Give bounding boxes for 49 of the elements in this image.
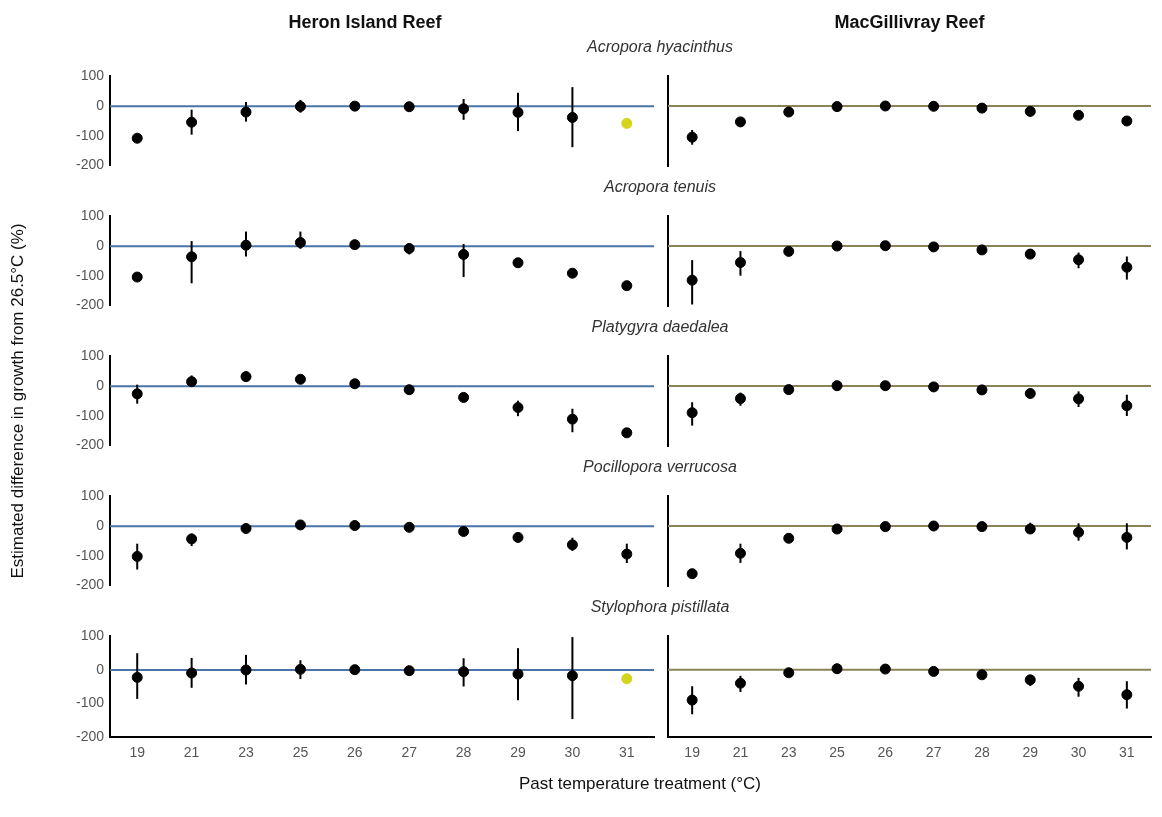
x-tick-label: 19	[684, 744, 701, 761]
y-tick-label: 0	[96, 660, 105, 677]
x-tick-label: 28	[455, 744, 472, 761]
x-axis-title: Past temperature treatment (°C)	[517, 774, 763, 794]
x-tick-label: 30	[1070, 744, 1087, 761]
y-tick-label: -100	[75, 126, 105, 143]
chart-subtitle: Acropora hyacinthus	[585, 38, 734, 56]
x-tick-label: 23	[780, 744, 797, 761]
x-tick-label: 27	[925, 744, 942, 761]
x-tick-label: 27	[401, 744, 418, 761]
chart-subtitle: Pocillopora verrucosa	[582, 458, 738, 476]
x-tick-label: 29	[510, 744, 526, 761]
y-tick-label: -100	[75, 694, 105, 711]
y-tick-label: 100	[80, 67, 105, 84]
chart-title: Heron Island Reef	[287, 12, 443, 33]
x-tick-label: 29	[1022, 744, 1039, 761]
x-tick-label: 31	[619, 744, 635, 761]
chart-title: MacGillivray Reef	[833, 12, 986, 33]
x-tick-label: 25	[829, 744, 846, 761]
y-axis-title: Estimated difference in growth from 26.5°C (%)	[8, 222, 28, 581]
x-tick-label: 21	[732, 744, 749, 761]
y-tick-label: -200	[75, 728, 105, 745]
y-tick-label: -200	[75, 436, 105, 453]
y-tick-label: 100	[80, 627, 105, 644]
chart-subtitle: Acropora tenuis	[602, 178, 718, 196]
y-tick-label: -100	[75, 406, 105, 423]
y-tick-label: 0	[96, 376, 105, 393]
y-tick-label: 100	[80, 207, 105, 224]
x-tick-label: 19	[129, 744, 146, 761]
y-tick-label: -200	[75, 296, 105, 313]
chart-subtitle: Platygyra daedalea	[590, 318, 730, 336]
y-tick-label: -100	[75, 266, 105, 283]
y-tick-label: 0	[96, 516, 105, 533]
x-tick-label: 25	[292, 744, 309, 761]
y-tick-label: 0	[96, 96, 105, 113]
x-tick-label: 21	[183, 744, 200, 761]
x-tick-label: 26	[877, 744, 894, 761]
x-tick-label: 31	[1119, 744, 1135, 761]
y-tick-label: 100	[80, 347, 105, 364]
x-tick-label: 23	[238, 744, 255, 761]
x-tick-label: 30	[564, 744, 581, 761]
y-tick-label: 100	[80, 487, 105, 504]
y-tick-label: -100	[75, 546, 105, 563]
x-tick-label: 28	[974, 744, 990, 761]
chart-subtitle: Stylophora pistillata	[589, 598, 731, 616]
y-tick-label: -200	[75, 576, 105, 593]
x-tick-label: 26	[347, 744, 363, 761]
y-tick-label: -200	[75, 156, 105, 173]
y-tick-label: 0	[96, 236, 105, 253]
